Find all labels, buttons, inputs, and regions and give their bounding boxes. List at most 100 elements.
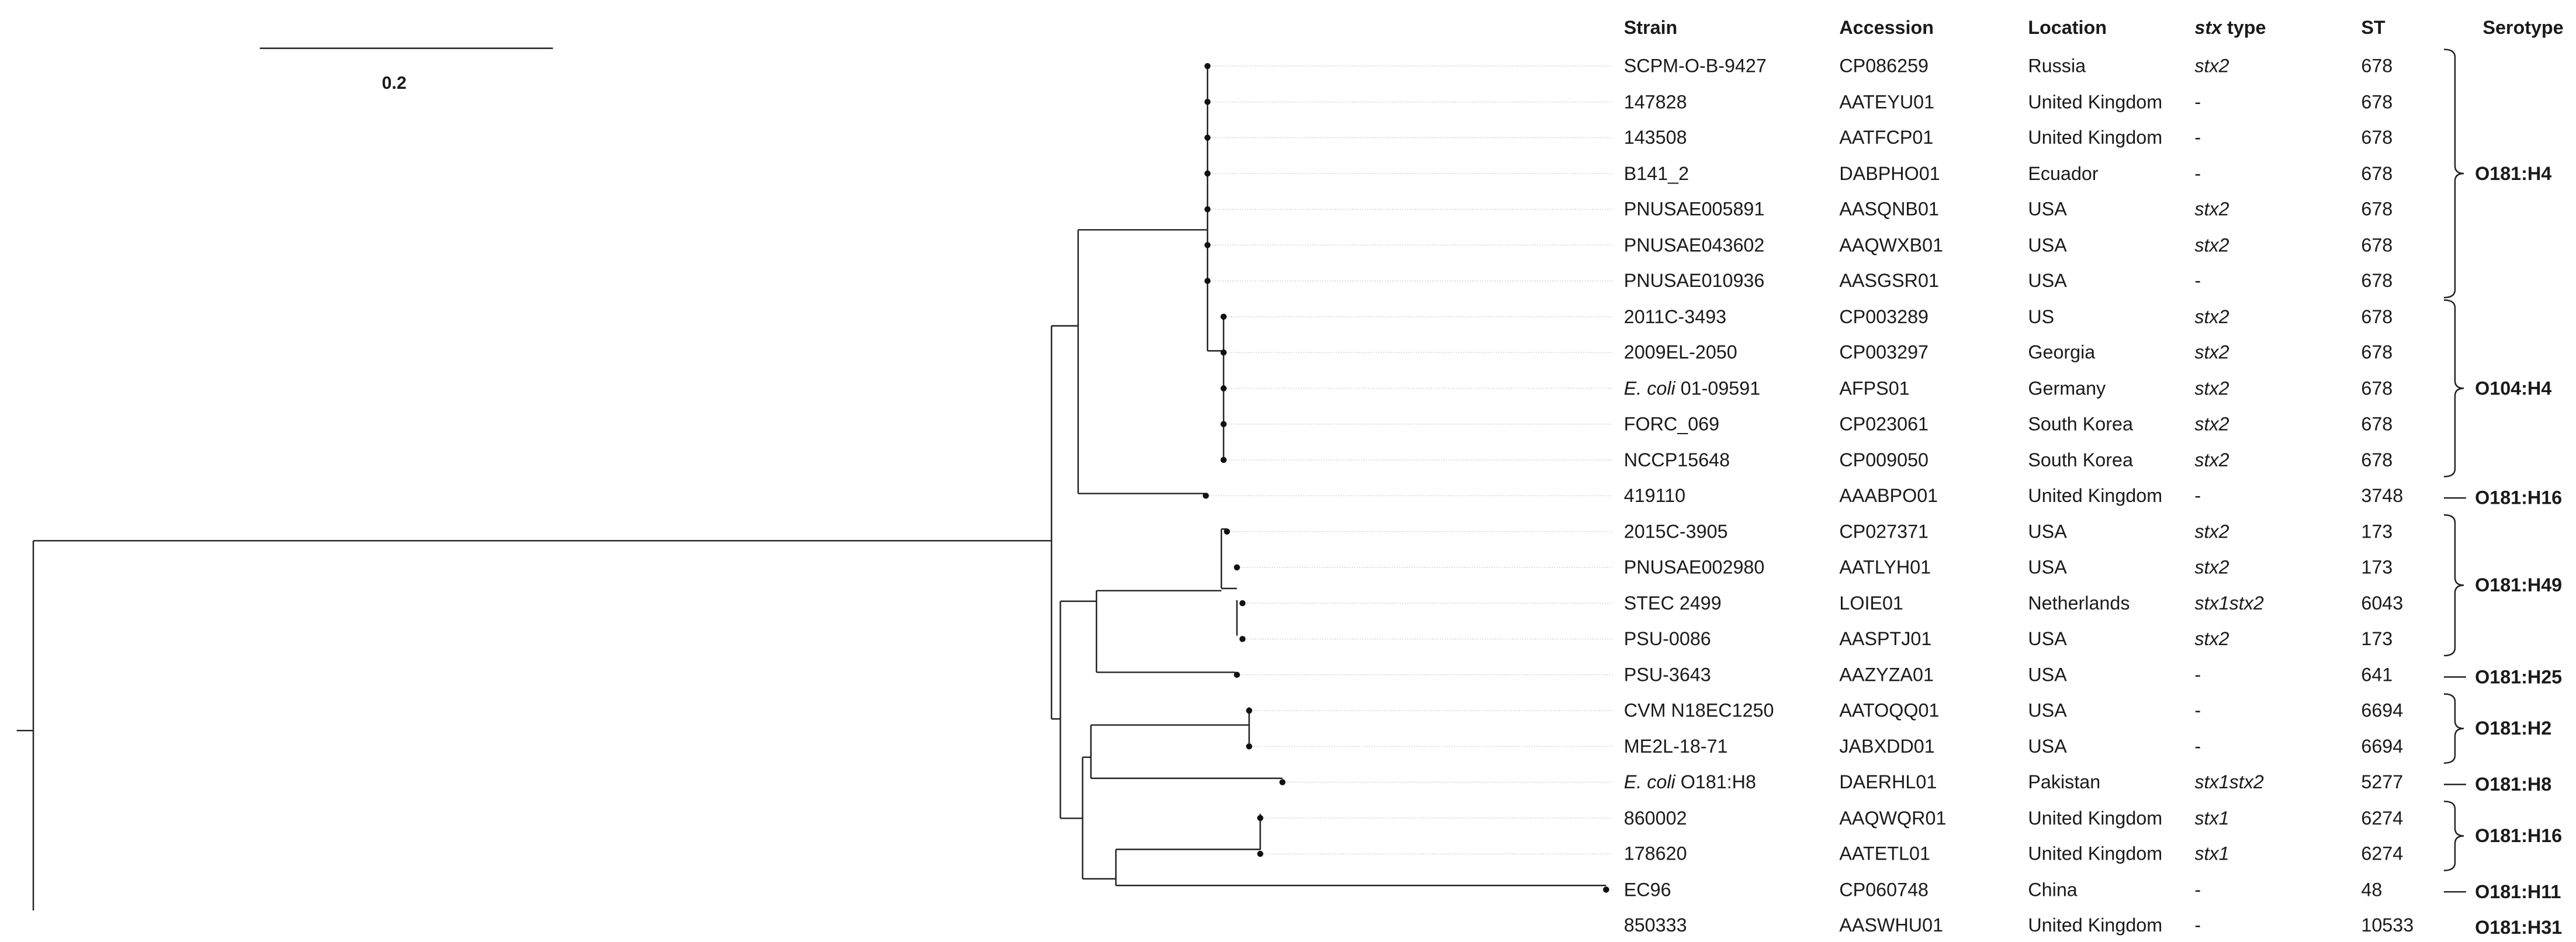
location-cell: Ecuador <box>2028 163 2099 185</box>
location-cell: United Kingdom <box>2028 843 2163 865</box>
stx-cell: stx1stx2 <box>2194 771 2264 793</box>
strain-name: PSU-3643 <box>1623 664 1711 686</box>
strain-cell: PSU-0086 <box>1624 627 1711 652</box>
st-cell: 6043 <box>2361 593 2404 614</box>
tip-node <box>1257 815 1263 822</box>
strain-cell: 143508 <box>1624 126 1687 150</box>
accession-cell: AATFCP01 <box>1839 127 1934 148</box>
strain-name: 2015C-3905 <box>1623 521 1728 543</box>
st-cell: 10533 <box>2361 915 2414 936</box>
st-cell: 678 <box>2361 413 2393 435</box>
tip-node <box>1204 242 1211 248</box>
stx-cell: - <box>2194 485 2201 507</box>
tip-node <box>1220 456 1227 463</box>
strain-name: NCCP15648 <box>1623 449 1730 471</box>
tip-node <box>1234 671 1240 678</box>
serotype-label: O181:H11 <box>2475 881 2561 903</box>
strain-cell: 2009EL-2050 <box>1624 340 1737 365</box>
strain-cell: E. coli O181:H8 <box>1624 770 1756 795</box>
stx-cell: stx2 <box>2194 306 2229 328</box>
st-cell: 678 <box>2361 342 2393 363</box>
serotype-label: O181:H25 <box>2475 666 2563 688</box>
phylogenetic-tree: 0.2 <box>16 47 2466 910</box>
accession-cell: CP023061 <box>1839 413 1929 435</box>
stx-cell: stx2 <box>2194 342 2229 363</box>
accession-cell: AAABPO01 <box>1839 485 1938 507</box>
tip-node <box>1603 886 1609 893</box>
strain-name: 147828 <box>1623 91 1687 113</box>
location-cell: United Kingdom <box>2028 485 2163 507</box>
accession-cell: CP003297 <box>1839 342 1929 363</box>
tip-nodes <box>1203 63 1609 893</box>
strain-name: ME2L-18-71 <box>1623 736 1728 757</box>
tip-node <box>1220 349 1227 356</box>
tree-branches <box>16 66 1606 910</box>
header-location: Location <box>2028 17 2107 39</box>
st-cell: 678 <box>2361 91 2393 113</box>
accession-cell: AAZYZA01 <box>1839 664 1934 686</box>
strain-name: PNUSAE005891 <box>1623 199 1765 220</box>
st-cell: 6274 <box>2361 843 2404 865</box>
stx-cell: stx2 <box>2194 56 2229 77</box>
strain-cell: FORC_069 <box>1624 412 1719 437</box>
serotype-brace <box>2443 514 2464 657</box>
location-cell: USA <box>2028 736 2067 757</box>
accession-cell: CP027371 <box>1839 521 1929 543</box>
st-cell: 678 <box>2361 378 2393 400</box>
strain-name: PNUSAE043602 <box>1623 234 1765 256</box>
strain-cell: 860002 <box>1624 806 1687 830</box>
serotype-label: O104:H4 <box>2475 378 2552 400</box>
tip-node <box>1204 63 1211 70</box>
header-stx-italic: stx <box>2194 17 2222 39</box>
location-cell: Pakistan <box>2028 771 2101 793</box>
st-cell: 48 <box>2361 879 2383 901</box>
stx-cell: stx1 <box>2194 843 2229 865</box>
serotype-brace <box>2443 49 2464 299</box>
strain-cell: 147828 <box>1624 90 1687 115</box>
leader-lines <box>1206 65 1613 891</box>
strain-species-italic: E. coli <box>1623 378 1675 400</box>
accession-cell: CP060748 <box>1839 879 1929 901</box>
serotype-label: O181:H16 <box>2475 825 2563 847</box>
strain-name: PSU-0086 <box>1623 628 1711 650</box>
st-cell: 678 <box>2361 199 2393 220</box>
st-cell: 678 <box>2361 127 2393 148</box>
strain-cell: CVM N18EC1250 <box>1624 698 1774 723</box>
stx-cell: stx2 <box>2194 234 2229 256</box>
accession-cell: DABPHO01 <box>1839 163 1940 185</box>
accession-cell: AASWHU01 <box>1839 915 1944 936</box>
strain-cell: PNUSAE002980 <box>1624 555 1765 580</box>
st-cell: 173 <box>2361 521 2393 543</box>
strain-cell: 178620 <box>1624 841 1687 866</box>
stx-cell: stx2 <box>2194 628 2229 650</box>
accession-cell: AFPS01 <box>1839 378 1910 400</box>
accession-cell: AASGSR01 <box>1839 270 1939 292</box>
strain-cell: 2015C-3905 <box>1624 520 1728 544</box>
header-serotype: Serotype <box>2482 17 2564 39</box>
accession-cell: AATLYH01 <box>1839 556 1931 578</box>
scale-label: 0.2 <box>382 73 406 93</box>
strain-cell: SCPM-O-B-9427 <box>1624 54 1767 78</box>
location-cell: Georgia <box>2028 342 2096 363</box>
st-cell: 6694 <box>2361 736 2404 757</box>
st-cell: 678 <box>2361 163 2393 185</box>
serotype-label: O181:H4 <box>2475 163 2552 185</box>
accession-cell: CP003289 <box>1839 306 1929 328</box>
strain-name: 850333 <box>1623 915 1687 936</box>
location-cell: United Kingdom <box>2028 808 2163 829</box>
tip-node <box>1220 313 1227 320</box>
accession-cell: JABXDD01 <box>1839 736 1935 757</box>
header-strain: Strain <box>1623 17 1678 39</box>
location-cell: USA <box>2028 521 2067 543</box>
tip-node <box>1220 421 1227 428</box>
strain-name: PNUSAE002980 <box>1623 556 1765 578</box>
location-cell: USA <box>2028 556 2067 578</box>
location-cell: United Kingdom <box>2028 127 2163 148</box>
strain-cell: ME2L-18-71 <box>1624 735 1728 759</box>
strain-name: 2011C-3493 <box>1623 306 1727 328</box>
stx-cell: stx1 <box>2194 808 2229 829</box>
strain-cell: PNUSAE005891 <box>1624 197 1765 221</box>
location-cell: United Kingdom <box>2028 915 2163 936</box>
location-cell: USA <box>2028 699 2067 722</box>
tip-node <box>1204 134 1211 141</box>
